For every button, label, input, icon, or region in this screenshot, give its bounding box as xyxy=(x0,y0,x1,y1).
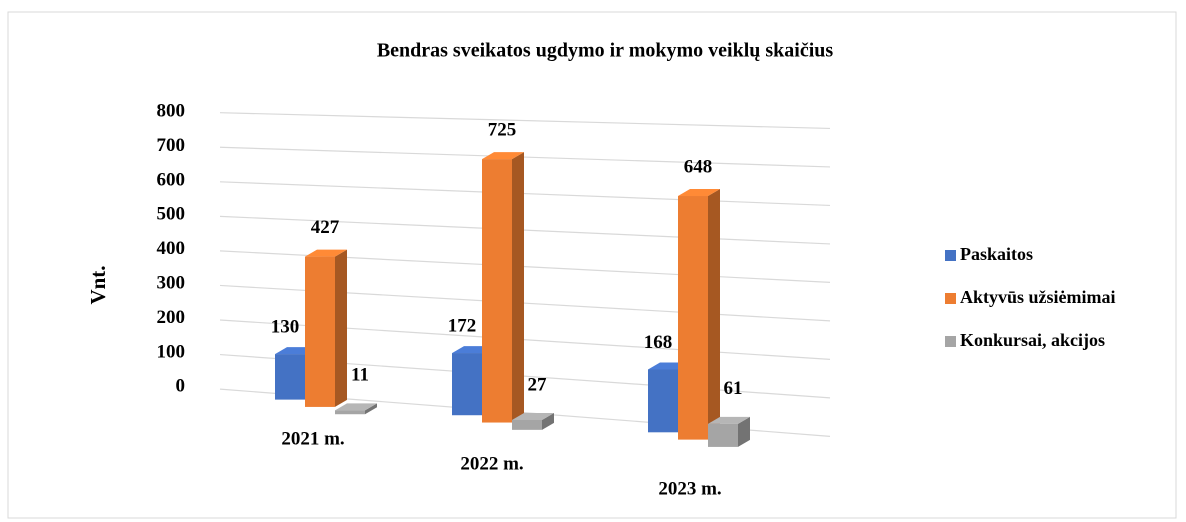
legend-swatch xyxy=(945,336,956,347)
bar xyxy=(648,369,678,433)
bar-top xyxy=(512,412,554,420)
data-label: 130 xyxy=(271,316,300,337)
bar-side xyxy=(365,403,377,415)
bar-side xyxy=(335,249,347,407)
y-tick-label: 600 xyxy=(157,169,186,190)
data-label: 648 xyxy=(684,156,713,177)
y-tick-label: 800 xyxy=(157,100,186,121)
bar-top xyxy=(305,249,347,257)
y-tick-label: 0 xyxy=(176,376,186,397)
chart-title: Bendras sveikatos ugdymo ir mokymo veikl… xyxy=(377,40,834,62)
bar xyxy=(482,159,512,423)
x-tick-label: 2022 m. xyxy=(460,453,523,474)
bar-side xyxy=(512,152,524,423)
bar-side xyxy=(738,416,750,447)
legend-label: Paskaitos xyxy=(960,244,1033,264)
bar xyxy=(512,419,542,430)
data-label: 11 xyxy=(351,365,369,386)
grid-line xyxy=(219,181,831,207)
legend-swatch xyxy=(945,293,956,304)
y-tick-label: 500 xyxy=(157,204,186,225)
data-label: 725 xyxy=(488,119,517,140)
data-label: 427 xyxy=(311,217,340,238)
y-tick-label: 700 xyxy=(157,135,186,156)
legend-label: Konkursai, akcijos xyxy=(960,330,1105,350)
bar xyxy=(452,353,482,416)
bar-top xyxy=(482,152,524,160)
grid-line xyxy=(219,146,831,168)
data-label: 172 xyxy=(448,315,477,336)
bar-side xyxy=(542,412,554,430)
grid-line xyxy=(219,215,831,245)
chart-border xyxy=(7,11,1177,519)
bar xyxy=(678,196,708,440)
data-label: 27 xyxy=(528,374,548,395)
bar xyxy=(708,423,738,447)
x-tick-label: 2021 m. xyxy=(281,428,344,449)
y-tick-label: 400 xyxy=(157,238,186,259)
legend-swatch xyxy=(945,250,956,261)
y-axis-label: Vnt. xyxy=(86,265,110,304)
bar-top xyxy=(708,416,750,424)
data-label: 168 xyxy=(644,332,673,353)
y-tick-label: 200 xyxy=(157,307,186,328)
y-tick-label: 100 xyxy=(157,341,186,362)
bar-side xyxy=(708,189,720,440)
y-tick-label: 300 xyxy=(157,272,186,293)
legend-label: Aktyvūs užsiėmimai xyxy=(960,287,1116,307)
bar-top xyxy=(678,189,720,197)
data-label: 61 xyxy=(724,378,743,399)
bar xyxy=(275,354,305,400)
bar-top xyxy=(335,403,377,411)
bar xyxy=(305,256,335,407)
grid-line xyxy=(219,112,831,130)
bar xyxy=(335,410,365,415)
x-tick-label: 2023 m. xyxy=(658,478,721,499)
